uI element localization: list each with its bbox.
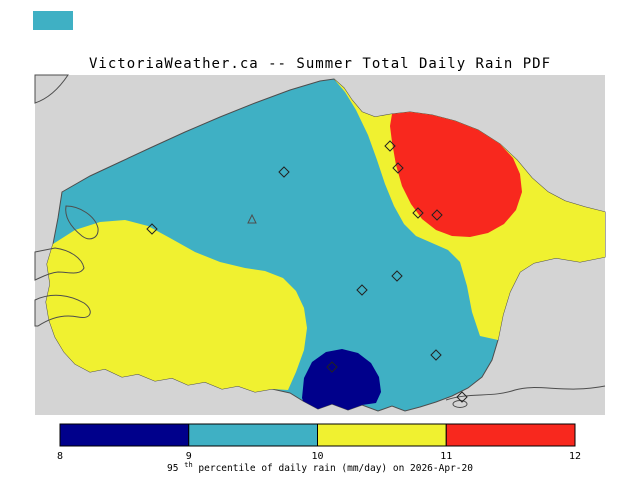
station-marker [412,207,424,219]
colorbar-tick: 9 [186,451,192,462]
colorbar-segment-11-12 [445,423,576,447]
contour-region-10-11mm-lower [46,220,307,392]
islet-outline [247,213,257,224]
station-marker [384,140,396,152]
page-title: VictoriaWeather.ca -- Summer Total Daily… [89,56,551,72]
colorbar-tick: 12 [569,451,581,462]
station-marker [431,209,443,221]
colorbar-segment-10-11 [317,423,447,447]
colorbar-tick: 10 [311,451,323,462]
coastline-bottom-right [445,385,606,401]
caption-value: 95 [167,463,178,474]
station-marker [456,391,468,403]
land-shape-peninsula-1 [34,247,85,281]
colorbar-tick: 8 [57,451,63,462]
station-marker [146,223,158,235]
corner-coast-arc [34,74,69,104]
station-markers [146,140,468,403]
caption-rest: percentile of daily rain (mm/day) on 202… [198,463,473,474]
caption-superscript: th [184,461,192,469]
colorbar: 8 9 10 11 12 [57,423,581,462]
station-marker-filled [391,270,403,282]
contour-region-11-12mm [390,112,522,237]
station-marker [278,166,290,178]
colorbar-segment-8-9 [59,423,190,447]
contour-region-8-9mm [302,349,381,410]
map-area [34,74,606,415]
station-marker [392,162,404,174]
colorbar-tick: 11 [440,451,452,462]
station-marker [356,284,368,296]
station-marker-filled [326,361,338,373]
corner-artifact-swatch [33,11,73,30]
caption: 95 th percentile of daily rain (mm/day) … [167,459,473,474]
land-shape-inlet [65,205,99,240]
colorbar-segment-9-10 [188,423,318,447]
station-marker [430,349,442,361]
land-shape-peninsula-2 [34,294,91,327]
